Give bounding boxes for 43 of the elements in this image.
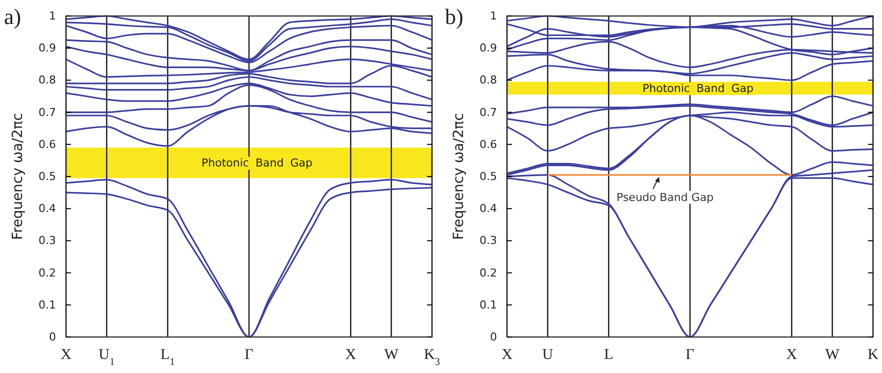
x-tick-label: U$_{1}$ bbox=[98, 347, 115, 368]
x-tick-label: X bbox=[502, 347, 513, 363]
y-tick-label: 0.7 bbox=[480, 106, 497, 119]
y-tick-label: 0.5 bbox=[38, 170, 56, 184]
y-tick-label: 0.8 bbox=[38, 74, 56, 87]
annotation: Pseudo Band Gap bbox=[616, 190, 714, 204]
y-tick-label: 0.4 bbox=[480, 202, 497, 216]
y-tick-label: 0.1 bbox=[38, 298, 56, 312]
y-tick-label: 0.9 bbox=[38, 42, 56, 55]
x-tick-label: Γ bbox=[686, 347, 695, 363]
x-tick-label: W bbox=[384, 347, 400, 363]
x-tick-label: X bbox=[786, 347, 798, 363]
y-tick-label: 0.4 bbox=[38, 202, 56, 216]
band-label: Photonic Band Gap bbox=[642, 82, 754, 96]
y-tick-label: 0.1 bbox=[480, 298, 497, 312]
x-tick-label: K$_{3}$ bbox=[424, 347, 440, 368]
x-tick-label: U bbox=[542, 347, 554, 363]
y-tick-label: 0.2 bbox=[38, 266, 56, 280]
x-tick-label: L$_{1}$ bbox=[160, 347, 175, 368]
band-label: Photonic Band Gap bbox=[202, 156, 312, 170]
x-tick-label: X bbox=[60, 347, 72, 363]
chart-title: a) bbox=[4, 4, 22, 29]
y-tick-label: 0.3 bbox=[480, 234, 497, 248]
y-tick-label: 0.3 bbox=[38, 234, 56, 248]
y-tick-label: 0.8 bbox=[480, 74, 497, 87]
y-tick-label: 1 bbox=[49, 10, 56, 23]
y-axis-title: Frequency ωa/2πc bbox=[10, 113, 26, 240]
y-tick-label: 0 bbox=[490, 330, 497, 344]
y-tick-label: 0.2 bbox=[480, 266, 497, 280]
y-tick-label: 0.6 bbox=[38, 138, 56, 151]
x-tick-label: W bbox=[825, 347, 840, 363]
y-tick-label: 0.7 bbox=[38, 106, 56, 119]
x-tick-label: Γ bbox=[244, 347, 254, 363]
y-tick-label: 0.5 bbox=[480, 170, 497, 184]
y-tick-label: 0.6 bbox=[480, 138, 497, 151]
y-tick-label: 0.9 bbox=[480, 42, 497, 55]
x-tick-label: L bbox=[604, 347, 614, 363]
x-tick-label: X bbox=[345, 347, 356, 363]
chart-title: b) bbox=[445, 4, 464, 29]
y-axis-title: Frequency ωa/2πc bbox=[451, 113, 467, 240]
x-tick-label: K bbox=[868, 347, 879, 363]
y-tick-label: 0 bbox=[49, 330, 56, 344]
y-tick-label: 1 bbox=[490, 10, 497, 23]
